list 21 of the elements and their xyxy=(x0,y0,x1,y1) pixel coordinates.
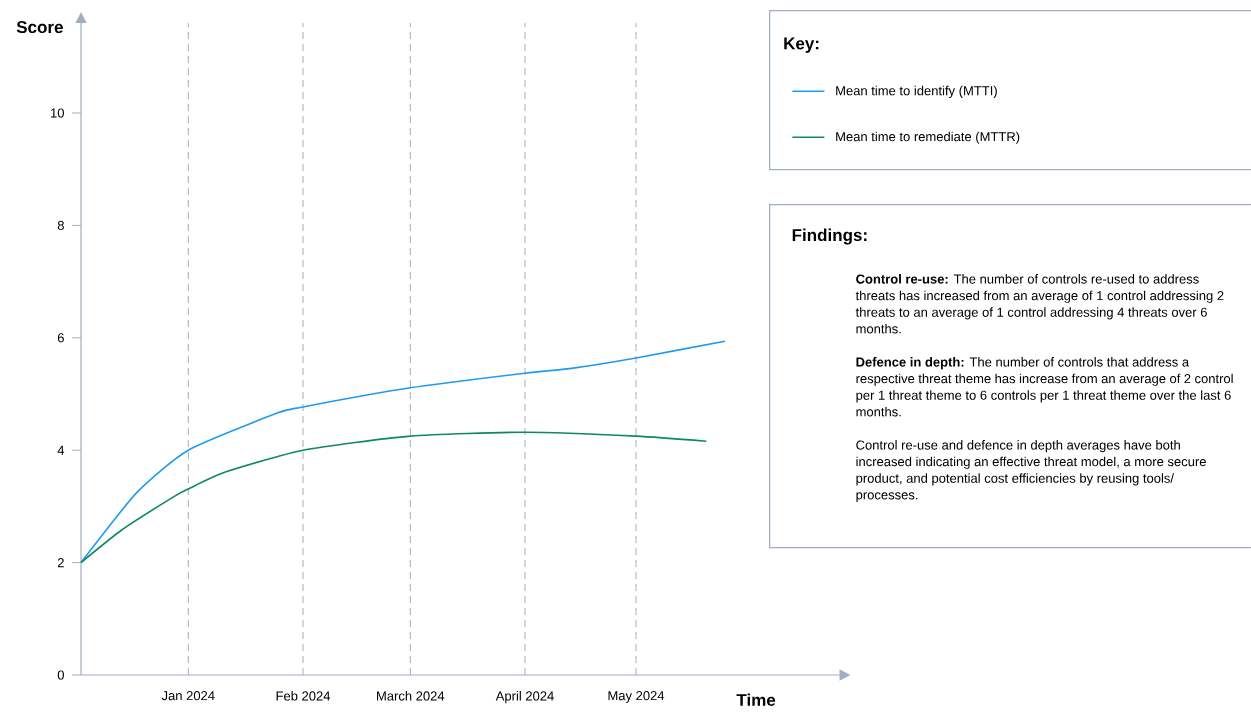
y-tick-label: 8 xyxy=(57,220,64,230)
text: Defence in depth: The number of controls that address a respective threat theme has increase from an average of 2 control per 1 threat theme to 6 controls per 1 threat theme over the last 6 months. xyxy=(856,357,1233,417)
x-tick-label: Jan 2024 xyxy=(161,691,215,701)
x-tick-label: April 2024 xyxy=(495,691,554,704)
y-tick-label: 6 xyxy=(57,333,64,343)
y-tick-label: 0 xyxy=(57,670,64,680)
y-axis-title: Score xyxy=(16,21,63,34)
legend-label: Mean time to identify (MTTI) xyxy=(836,85,997,98)
x-tick-label: Feb 2024 xyxy=(276,691,331,701)
x-axis-title: Time xyxy=(736,693,776,707)
annotation: Findings: xyxy=(792,228,867,245)
text: Control re-use and defence in depth averages have both increased indicating an effective threat model, a more secure product, and potential cost efficiencies by reusing tools/ processes. xyxy=(856,440,1206,503)
legend-label: Mean time to remediate (MTTR) xyxy=(836,131,1020,144)
y-tick-label: 10 xyxy=(51,108,64,118)
text: Control re-use: The number of controls re-used to address threats has increased from an average of 1 control addressing 2 threats to an average of 1 control addressing 4 threats over 6 months. xyxy=(855,274,1224,334)
line-series xyxy=(80,431,708,564)
y-tick-label: 4 xyxy=(57,445,65,455)
x-tick-label: March 2024 xyxy=(377,691,445,701)
y-tick-label: 2 xyxy=(57,558,64,568)
x-tick-label: May 2024 xyxy=(608,691,665,703)
legend-title: Key: xyxy=(784,37,819,53)
